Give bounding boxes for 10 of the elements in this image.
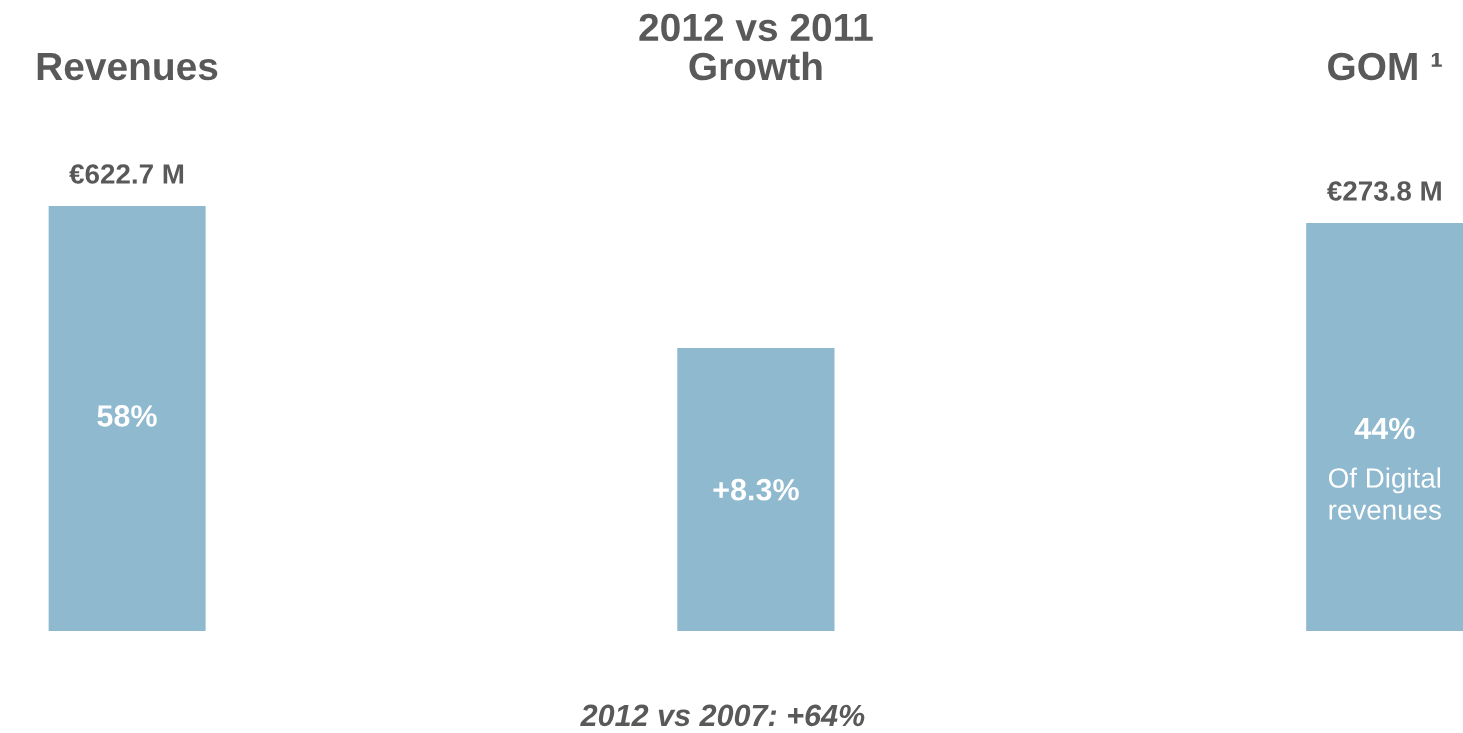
x-tick-label: 2012 vs 2011 Growth [639, 13, 873, 81]
text: €273.8 M [1327, 181, 1441, 201]
annotation: Of Digital revenues [1328, 467, 1441, 520]
annotation: 44% [1354, 417, 1415, 440]
text: €622.7 M [69, 164, 184, 184]
annotation: 58% [97, 405, 157, 427]
x-tick-label: GOM ¹ [1328, 52, 1442, 81]
x-tick-label: Revenues [37, 53, 218, 81]
text: 2012 vs 2007: +64% [580, 704, 865, 727]
annotation: +8.3% [713, 478, 799, 501]
